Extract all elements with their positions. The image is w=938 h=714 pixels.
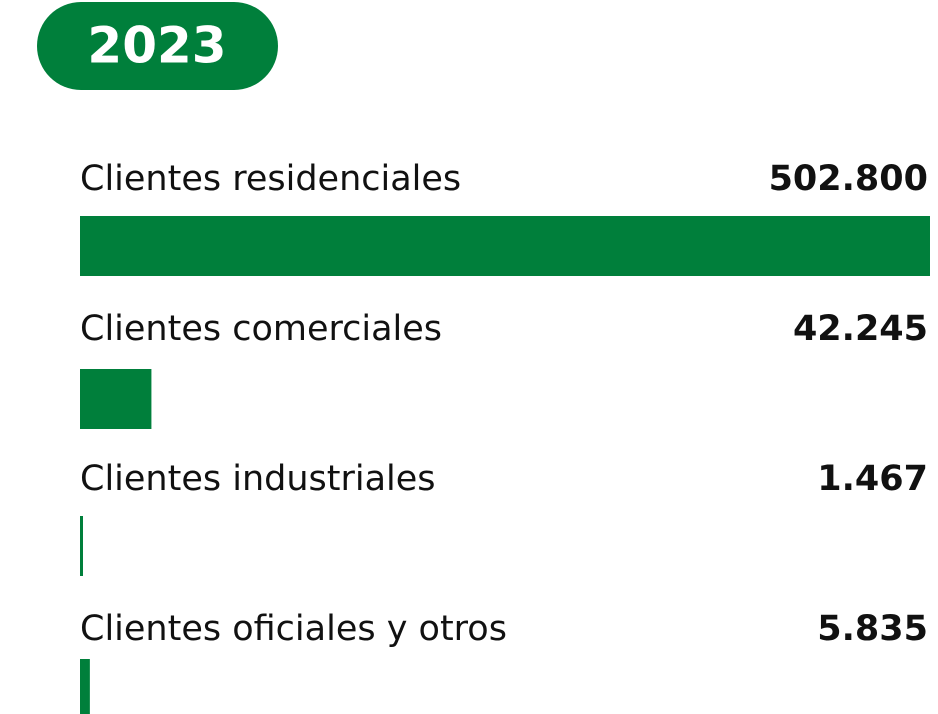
bar (80, 369, 152, 429)
value-label: 5.835 (817, 609, 928, 649)
bar (80, 659, 90, 714)
chart-title: 2023 (87, 17, 226, 75)
title-pill (37, 2, 278, 90)
value-label: 502.800 (769, 159, 928, 199)
category-label: Clientes residenciales (80, 159, 461, 199)
category-label: Clientes oficiales y otros (80, 609, 507, 649)
bar (80, 516, 83, 576)
category-label: Clientes comerciales (80, 309, 442, 349)
value-label: 42.245 (793, 309, 928, 349)
category-label: Clientes industriales (80, 459, 436, 499)
value-label: 1.467 (817, 459, 928, 499)
bar (80, 216, 930, 276)
